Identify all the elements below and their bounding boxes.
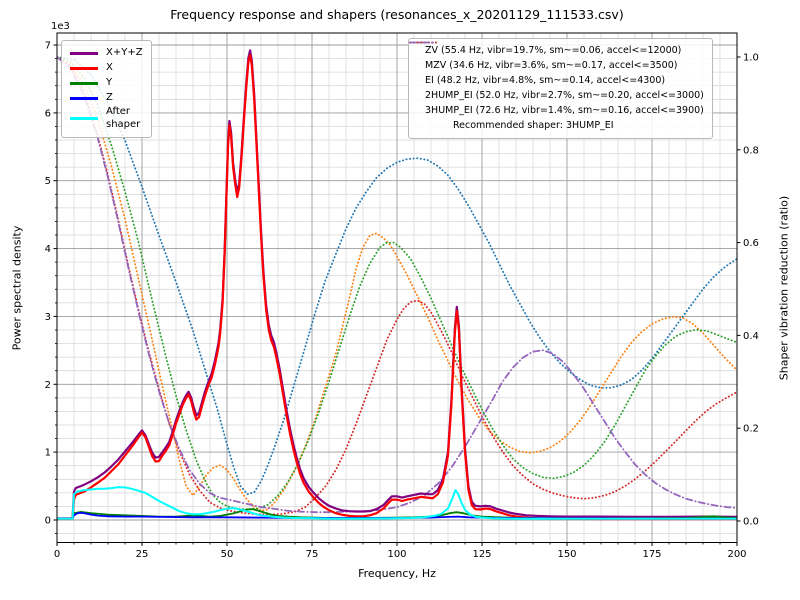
legend-entry-zv: ZV (55.4 Hz, vibr=19.7%, sm~=0.06, accel… [409,41,704,58]
y-left-tick-label: 1 [45,448,51,459]
x-tick-label: 175 [642,549,661,560]
legend-label: X [106,61,113,73]
y-left-tick-label: 5 [45,176,51,187]
legend-label: EI (48.2 Hz, vibr=4.8%, sm~=0.14, accel<… [425,74,666,86]
legend-label: MZV (34.6 Hz, vibr=3.6%, sm~=0.17, accel… [425,59,678,71]
x-tick-label: 150 [557,549,576,560]
x-tick-label: 75 [306,549,319,560]
legend-entry-x-y-z: X+Y+Z [70,46,143,60]
y-left-tick-label: 0 [45,516,51,527]
legend-label: After shaper [106,106,141,130]
y-left-tick-label: 3 [45,312,51,323]
legend-line-sample [70,47,98,60]
y-left-tick-label: 2 [45,380,51,391]
legend-entry-3hump-ei: 3HUMP_EI (72.6 Hz, vibr=1.4%, sm~=0.16, … [409,41,704,118]
legend-entry-2hump-ei: 2HUMP_EI (52.0 Hz, vibr=2.7%, sm~=0.20, … [409,41,704,103]
legend-label: Z [106,91,113,103]
y-right-tick-label: 0.0 [743,517,759,528]
legend-line-sample [70,112,98,125]
y-left-tick-label: 6 [45,108,51,119]
legend-psd: X+Y+Z X Y Z After shaper [61,40,152,138]
legend-entry-after-shaper: After shaper [70,106,143,132]
x-axis-label: Frequency, Hz [358,567,436,580]
y-right-tick-label: 0.4 [743,331,759,342]
y-left-tick-label: 7 [45,41,51,52]
legend-line-sample [70,92,98,105]
x-tick-label: 50 [221,549,234,560]
chart-title: Frequency response and shapers (resonanc… [170,7,624,22]
x-tick-label: 200 [727,549,746,560]
y-right-tick-label: 0.2 [743,424,759,435]
series-3hump-ei [57,56,737,514]
y-left-tick-label: 4 [45,244,51,255]
legend-line-sample [417,120,445,132]
legend-label: Recommended shaper: 3HUMP_EI [453,119,614,131]
y-right-tick-label: 1.0 [743,53,759,64]
y-right-tick-label: 0.6 [743,238,759,249]
series-mzv [57,56,737,512]
series-ei [57,56,737,511]
legend-label: 2HUMP_EI (52.0 Hz, vibr=2.7%, sm~=0.20, … [425,89,704,101]
x-tick-label: 25 [136,549,149,560]
y-axis-right-label: Shaper vibration reduction (ratio) [777,195,791,381]
series-after-shaper [57,486,737,520]
y-axis-left-label: Power spectral density [10,225,24,351]
legend-line-sample [70,62,98,75]
series-2hump-ei [57,56,737,516]
legend-label: 3HUMP_EI (72.6 Hz, vibr=1.4%, sm~=0.16, … [425,104,704,116]
legend-label: ZV (55.4 Hz, vibr=19.7%, sm~=0.06, accel… [425,44,682,56]
x-tick-label: 100 [387,549,406,560]
legend-line-sample [70,77,98,90]
y-right-tick-label: 0.8 [743,145,759,156]
legend-label: X+Y+Z [106,46,143,58]
x-tick-label: 125 [472,549,491,560]
y-axis-offset-label: 1e3 [51,21,70,32]
legend-entry-recommendation: Recommended shaper: 3HUMP_EI [417,119,704,133]
legend-entry-y: Y [70,76,143,90]
series-x [57,54,737,521]
legend-entry-z: Z [70,91,143,105]
legend-label: Y [106,76,113,88]
legend-entry-mzv: MZV (34.6 Hz, vibr=3.6%, sm~=0.17, accel… [409,41,704,73]
legend-entry-ei: EI (48.2 Hz, vibr=4.8%, sm~=0.14, accel<… [409,41,704,88]
series-zv [57,56,737,495]
legend-shapers: ZV (55.4 Hz, vibr=19.7%, sm~=0.06, accel… [408,38,713,139]
legend-entry-x: X [70,61,143,75]
x-tick-label: 0 [54,549,60,560]
